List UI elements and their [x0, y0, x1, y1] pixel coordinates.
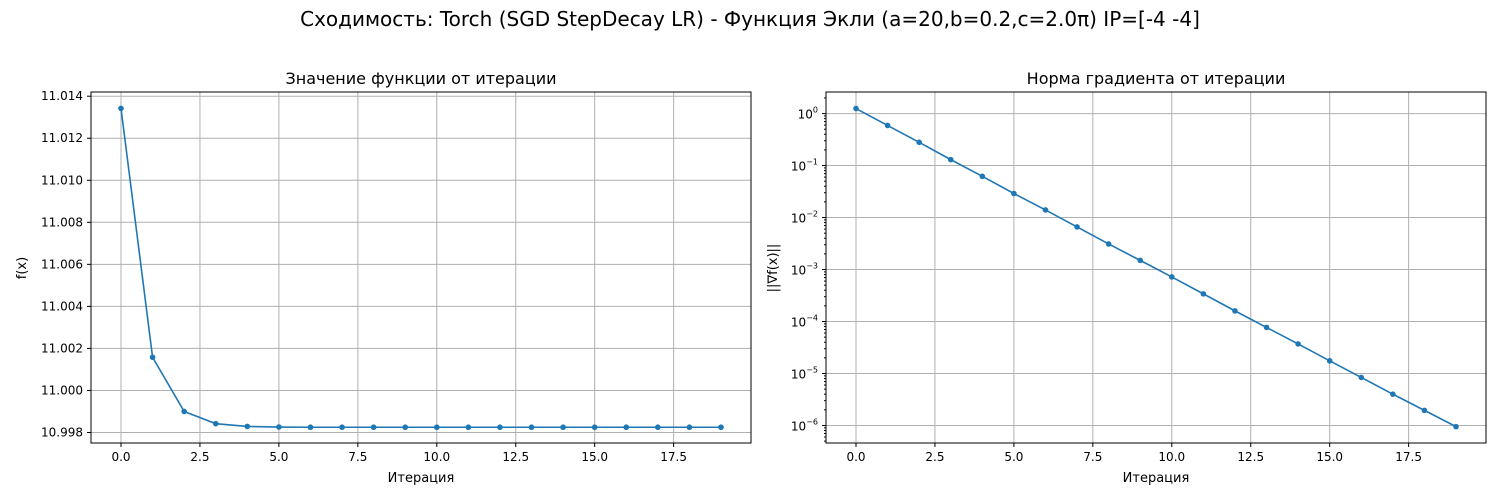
gradient-norm-xtick-label: 12.5	[1237, 450, 1264, 464]
gradient-norm-data-point	[1453, 423, 1459, 430]
gradient-norm-data-point	[1358, 374, 1365, 381]
function-value-data-point	[623, 424, 630, 431]
gradient-norm-data-point	[1232, 308, 1238, 314]
figure-suptitle: Сходимость: Torch (SGD StepDecay LR) - Ф…	[300, 7, 1200, 31]
gradient-norm-ytick-label: 10−5	[791, 365, 818, 381]
function-value-data-point	[591, 424, 598, 431]
function-value-data-point	[433, 424, 440, 431]
gradient-norm-ytick-label: 10−6	[791, 417, 818, 433]
function-value-data-point	[718, 424, 724, 431]
function-value-xlabel: Итерация	[388, 471, 455, 486]
function-value-ytick-label: 11.002	[41, 341, 83, 355]
function-value-ytick-label: 10.998	[41, 425, 83, 439]
gradient-norm-title: Норма градиента от итерации	[1027, 69, 1286, 88]
function-value-data-point	[339, 424, 345, 431]
function-value-data-point	[212, 420, 219, 427]
gradient-norm-data-point	[1295, 341, 1301, 347]
function-value-data-point	[181, 408, 187, 415]
function-value-data-point	[244, 423, 251, 430]
function-value-title: Значение функции от итерации	[285, 69, 556, 88]
gradient-norm-data-point	[1105, 241, 1112, 247]
function-value-data-point	[149, 354, 156, 361]
function-value-ytick-label: 11.012	[41, 131, 83, 145]
gradient-norm-data-point	[1137, 257, 1144, 264]
gradient-norm-ytick-label: 10−2	[791, 210, 818, 226]
gradient-norm-xlabel: Итерация	[1123, 471, 1190, 486]
function-value-xtick-label: 12.5	[502, 450, 529, 464]
gradient-norm-ytick-label: 100	[798, 106, 818, 122]
gradient-norm-ylabel: ||∇f(x)||	[766, 244, 781, 293]
gradient-norm-ytick-label: 10−4	[791, 314, 818, 330]
function-value-axes: Значение функции от итерации Итерация f(…	[15, 69, 752, 486]
gradient-norm-data-point	[1011, 190, 1017, 197]
function-value-ylabel: f(x)	[15, 257, 30, 279]
function-value-data-point	[402, 424, 409, 431]
function-value-ytick-label: 11.010	[41, 173, 83, 187]
function-value-data-point	[118, 105, 124, 112]
function-value-data-point	[528, 424, 535, 431]
gradient-norm-data-point	[853, 105, 859, 112]
function-value-grid	[91, 92, 751, 443]
function-value-axes-frame	[90, 91, 752, 444]
gradient-norm-data-point	[1263, 324, 1270, 331]
gradient-norm-data-point	[1200, 291, 1207, 297]
function-value-data-point	[497, 424, 503, 431]
gradient-norm-data-point	[979, 173, 986, 180]
function-value-data-point	[686, 424, 693, 431]
function-value-ytick-label: 11.000	[41, 383, 83, 397]
gradient-norm-xtick-label: 15.0	[1316, 450, 1343, 464]
gradient-norm-ytick-label: 10−3	[791, 262, 818, 278]
gradient-norm-data-point	[1042, 207, 1049, 213]
function-value-xtick-label: 15.0	[581, 450, 608, 464]
function-value-data-point	[465, 424, 472, 431]
function-value-xtick-label: 10.0	[423, 450, 450, 464]
gradient-norm-ticks: 0.0 2.5 5.0 7.5 10.0 12.5 15.0 17.5 10−6 10−5 10−4…	[791, 91, 1487, 464]
gradient-norm-line	[853, 105, 1459, 430]
gradient-norm-data-point	[1074, 224, 1080, 230]
gradient-norm-data-point	[916, 139, 922, 146]
gradient-norm-data-point	[947, 156, 954, 163]
function-value-data-point	[655, 424, 661, 431]
gradient-norm-ytick-label: 10−1	[791, 158, 818, 174]
function-value-ytick-label: 11.008	[41, 215, 83, 229]
function-value-data-point	[560, 424, 566, 431]
gradient-norm-data-point	[1326, 358, 1333, 364]
function-value-ytick-label: 11.006	[41, 257, 83, 271]
function-value-line	[118, 105, 724, 431]
function-value-xtick-label: 2.5	[190, 450, 209, 464]
gradient-norm-data-point	[884, 122, 891, 129]
function-value-ytick-label: 11.014	[41, 89, 83, 103]
gradient-norm-xtick-label: 7.5	[1083, 450, 1102, 464]
function-value-data-point	[276, 424, 282, 430]
gradient-norm-data-point	[1168, 274, 1175, 280]
function-value-xtick-label: 5.0	[269, 450, 288, 464]
gradient-norm-series-line	[855, 107, 1457, 428]
gradient-norm-data-point	[1421, 407, 1428, 414]
gradient-norm-xtick-label: 2.5	[925, 450, 944, 464]
function-value-ytick-label: 11.004	[41, 299, 83, 313]
function-value-data-point	[307, 424, 314, 431]
function-value-series-line	[120, 108, 721, 429]
gradient-norm-data-point	[1390, 391, 1396, 397]
gradient-norm-axes: Норма градиента от итерации Итерация ||∇…	[766, 69, 1487, 486]
gradient-norm-xtick-label: 17.5	[1395, 450, 1422, 464]
function-value-ticks: 0.0 2.5 5.0 7.5 10.0 12.5 15.0 17.5 10.998 11.000…	[41, 89, 752, 464]
function-value-data-point	[370, 424, 377, 431]
function-value-xtick-label: 7.5	[348, 450, 367, 464]
gradient-norm-xtick-label: 5.0	[1004, 450, 1023, 464]
function-value-xtick-label: 0.0	[111, 450, 130, 464]
gradient-norm-axes-frame	[825, 91, 1487, 444]
gradient-norm-xtick-label: 10.0	[1158, 450, 1185, 464]
gradient-norm-xtick-label: 0.0	[846, 450, 865, 464]
function-value-xtick-label: 17.5	[660, 450, 687, 464]
